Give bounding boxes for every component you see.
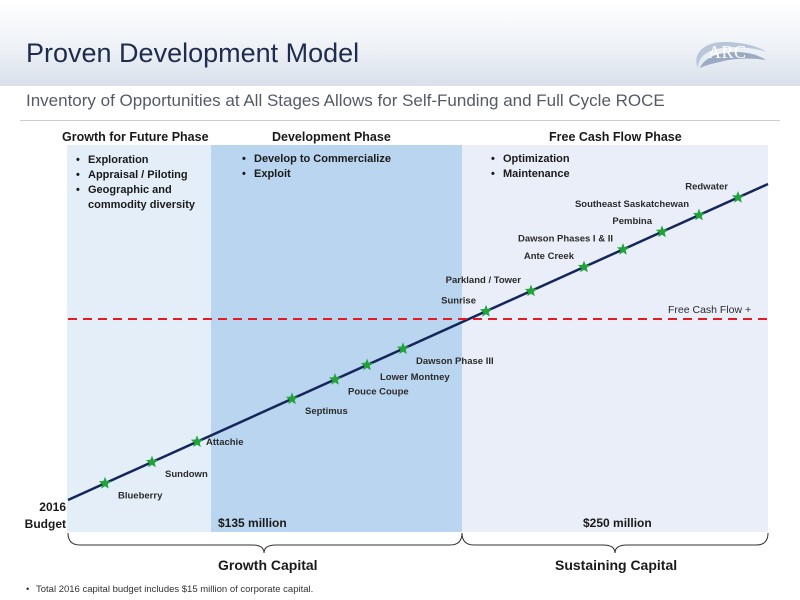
- bullet-item: Exploration: [74, 153, 214, 168]
- project-star-marker: [396, 342, 410, 354]
- header-divider: [20, 120, 780, 121]
- project-star-marker: [655, 225, 669, 238]
- development-trend-line: [67, 182, 769, 502]
- project-star-marker: [360, 358, 374, 371]
- free-cash-flow-amount: $250 million: [583, 516, 652, 530]
- logo-text: ARC: [708, 42, 747, 62]
- development-phase-panel: [211, 145, 462, 532]
- project-label: Dawson Phase III: [416, 356, 494, 367]
- budget-word: Budget: [24, 517, 66, 531]
- sustaining-capital-label: Sustaining Capital: [555, 557, 678, 573]
- footnote: Total 2016 capital budget includes $15 m…: [26, 584, 313, 595]
- project-label: Blueberry: [118, 490, 163, 501]
- project-star-marker: [577, 260, 591, 273]
- project-label: Dawson Phases I & II: [518, 234, 613, 245]
- project-label: Southeast Saskatchewan: [575, 199, 689, 210]
- arc-logo: [696, 42, 766, 68]
- project-star-marker: [285, 392, 299, 405]
- project-label: Sunrise: [441, 295, 476, 306]
- development-amount: $135 million: [218, 516, 287, 530]
- development-phase-bullets: Develop to Commercialize Exploit: [240, 152, 440, 182]
- project-star-marker: [524, 284, 538, 297]
- free-cash-flow-phase-panel: [462, 145, 768, 532]
- budget-label: 2016 Budget: [18, 499, 66, 533]
- growth-capital-brace: [67, 532, 463, 554]
- page-subtitle: Inventory of Opportunities at All Stages…: [26, 91, 665, 110]
- budget-year: 2016: [39, 500, 66, 514]
- project-star-marker: [98, 476, 112, 489]
- bullet-item: Maintenance: [489, 167, 649, 182]
- project-label: Redwater: [685, 182, 728, 193]
- project-label: Lower Montney: [380, 372, 450, 383]
- bullet-item: Optimization: [489, 152, 649, 167]
- bullet-item: Develop to Commercialize: [240, 152, 440, 167]
- project-star-marker: [145, 455, 159, 468]
- free-cash-flow-phase-title: Free Cash Flow Phase: [549, 130, 682, 144]
- project-star-marker: [731, 191, 745, 203]
- sustaining-capital-brace: [461, 532, 769, 554]
- bullet-item: Appraisal / Piloting: [74, 168, 214, 183]
- project-star-marker: [692, 208, 706, 221]
- project-star-marker: [190, 435, 204, 447]
- development-phase-title: Development Phase: [272, 130, 391, 144]
- project-label: Pouce Coupe: [348, 387, 409, 398]
- growth-phase-title: Growth for Future Phase: [62, 130, 209, 144]
- project-star-marker: [479, 304, 493, 317]
- page-title: Proven Development Model: [26, 38, 360, 68]
- project-star-marker: [616, 243, 630, 255]
- free-cash-flow-phase-bullets: Optimization Maintenance: [489, 152, 649, 182]
- bullet-item: Exploit: [240, 167, 440, 182]
- project-label: Septimus: [305, 406, 348, 417]
- project-label: Sundown: [165, 469, 208, 480]
- project-label: Parkland / Tower: [446, 275, 522, 286]
- growth-phase-bullets: Exploration Appraisal / Piloting Geograp…: [74, 153, 214, 213]
- bullet-item: Geographic and commodity diversity: [74, 183, 214, 213]
- project-label: Attachie: [206, 437, 243, 448]
- project-label: Ante Creek: [524, 251, 575, 262]
- title-bar: [0, 0, 800, 86]
- free-cash-flow-line-label: Free Cash Flow +: [668, 304, 751, 316]
- project-label: Pembina: [612, 216, 652, 227]
- project-star-marker: [328, 373, 342, 385]
- growth-capital-label: Growth Capital: [218, 557, 318, 573]
